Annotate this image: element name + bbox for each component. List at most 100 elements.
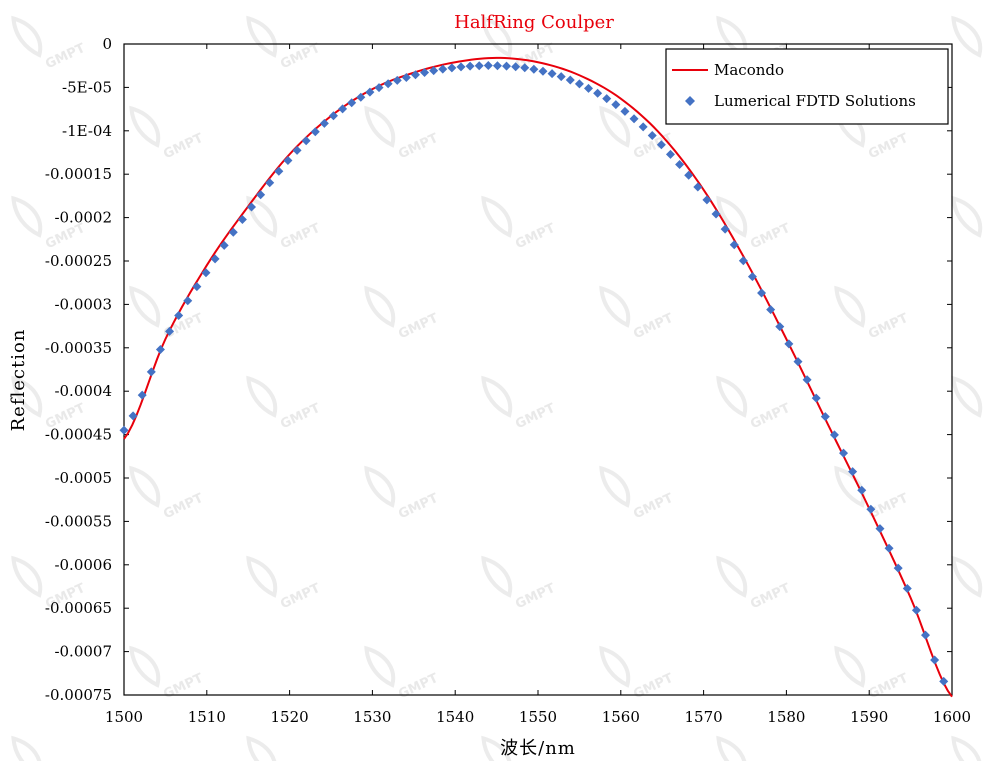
data-point-lumerical <box>438 64 448 74</box>
data-point-lumerical <box>283 155 293 165</box>
data-point-lumerical <box>738 256 748 266</box>
watermark-logo: GMPT <box>364 465 441 522</box>
watermark-text: GMPT <box>866 671 911 702</box>
y-tick-label: -0.0002 <box>54 209 112 227</box>
watermark-logo: GMPT <box>716 555 793 612</box>
data-point-lumerical <box>784 339 794 349</box>
data-point-lumerical <box>547 69 557 79</box>
data-point-lumerical <box>456 62 466 72</box>
data-point-lumerical <box>338 104 348 114</box>
watermark-text: GMPT <box>631 311 676 342</box>
watermark-logo: GMPT <box>599 465 676 522</box>
data-point-lumerical <box>647 130 657 140</box>
watermark-text: GMPT <box>278 41 323 72</box>
y-axis-title: Reflection <box>8 329 29 432</box>
watermark-logo: GMPT <box>246 375 323 432</box>
data-point-lumerical <box>210 254 220 264</box>
watermark-text: GMPT <box>513 221 558 252</box>
legend-diamond-swatch <box>685 96 695 106</box>
x-tick-label: 1560 <box>602 708 640 726</box>
y-tick-label: -0.0007 <box>54 643 112 661</box>
watermark-text: GMPT <box>513 401 558 432</box>
watermark-logo: GMPT <box>481 555 558 612</box>
data-point-lumerical <box>629 114 639 124</box>
data-point-lumerical <box>866 504 876 514</box>
data-point-lumerical <box>310 127 320 137</box>
x-tick-label: 1590 <box>850 708 888 726</box>
data-point-lumerical <box>319 118 329 128</box>
data-point-lumerical <box>939 676 949 686</box>
watermark-logo: GMPT <box>834 285 911 342</box>
data-point-lumerical <box>247 202 257 212</box>
data-point-lumerical <box>638 122 648 132</box>
data-point-lumerical <box>693 182 703 192</box>
data-point-lumerical <box>365 87 375 97</box>
data-point-lumerical <box>884 543 894 553</box>
watermark-icon <box>834 465 866 508</box>
data-point-lumerical <box>574 79 584 89</box>
data-point-lumerical <box>356 92 366 102</box>
watermark-logo: GMPT <box>951 195 984 252</box>
watermark-icon <box>11 375 43 418</box>
watermark-logo: GMPT <box>481 375 558 432</box>
watermark-text: GMPT <box>43 41 88 72</box>
watermark-icon <box>834 645 866 688</box>
data-point-lumerical <box>410 70 420 80</box>
y-tick-label: -0.00055 <box>45 512 112 530</box>
data-point-lumerical <box>602 94 612 104</box>
y-tick-label: -0.0006 <box>54 556 112 574</box>
data-point-lumerical <box>374 83 384 93</box>
data-point-lumerical <box>584 83 594 93</box>
watermark-icon <box>481 735 513 761</box>
watermark-text: GMPT <box>278 581 323 612</box>
data-point-lumerical <box>274 166 284 176</box>
watermark-text: GMPT <box>278 221 323 252</box>
y-tick-label: -0.00035 <box>45 339 112 357</box>
watermark-text: GMPT <box>161 671 206 702</box>
series-line-macondo <box>123 56 953 698</box>
data-point-lumerical <box>237 214 247 224</box>
watermark-logo: GMPT <box>599 285 676 342</box>
watermark-icon <box>599 465 631 508</box>
watermark-icon <box>246 195 278 238</box>
x-tick-label: 1570 <box>685 708 723 726</box>
data-point-lumerical <box>347 98 357 108</box>
data-point-lumerical <box>420 68 430 78</box>
data-point-lumerical <box>155 345 165 355</box>
watermark-logo: GMPT <box>246 555 323 612</box>
watermark-text: GMPT <box>396 671 441 702</box>
data-point-lumerical <box>219 240 229 250</box>
data-point-lumerical <box>228 227 238 237</box>
data-point-lumerical <box>793 357 803 367</box>
x-tick-label: 1530 <box>353 708 391 726</box>
data-point-lumerical <box>401 72 411 82</box>
data-point-lumerical <box>675 160 685 170</box>
watermark-logo: GMPT <box>11 735 88 761</box>
watermark-logo: GMPT <box>129 465 206 522</box>
data-point-lumerical <box>665 149 675 159</box>
data-point-lumerical <box>848 467 858 477</box>
watermark-icon <box>716 375 748 418</box>
watermark-icon <box>129 105 161 148</box>
data-point-lumerical <box>565 75 575 85</box>
data-point-lumerical <box>711 209 721 219</box>
watermark-icon <box>129 465 161 508</box>
legend-box <box>665 48 949 125</box>
data-point-lumerical <box>829 430 839 440</box>
watermark-icon <box>599 645 631 688</box>
data-point-lumerical <box>511 62 521 72</box>
data-point-lumerical <box>174 310 184 320</box>
watermark-text: GMPT <box>748 581 793 612</box>
watermark-text: GMPT <box>631 671 676 702</box>
data-point-lumerical <box>702 195 712 205</box>
data-point-lumerical <box>684 170 694 180</box>
watermark-icon <box>11 555 43 598</box>
data-point-lumerical <box>893 563 903 573</box>
data-point-lumerical <box>820 412 830 422</box>
watermark-icon <box>481 195 513 238</box>
watermark-logo: GMPT <box>716 195 793 252</box>
watermark-icon <box>364 105 396 148</box>
y-tick-label: -0.00075 <box>45 686 112 704</box>
data-point-lumerical <box>492 61 502 71</box>
